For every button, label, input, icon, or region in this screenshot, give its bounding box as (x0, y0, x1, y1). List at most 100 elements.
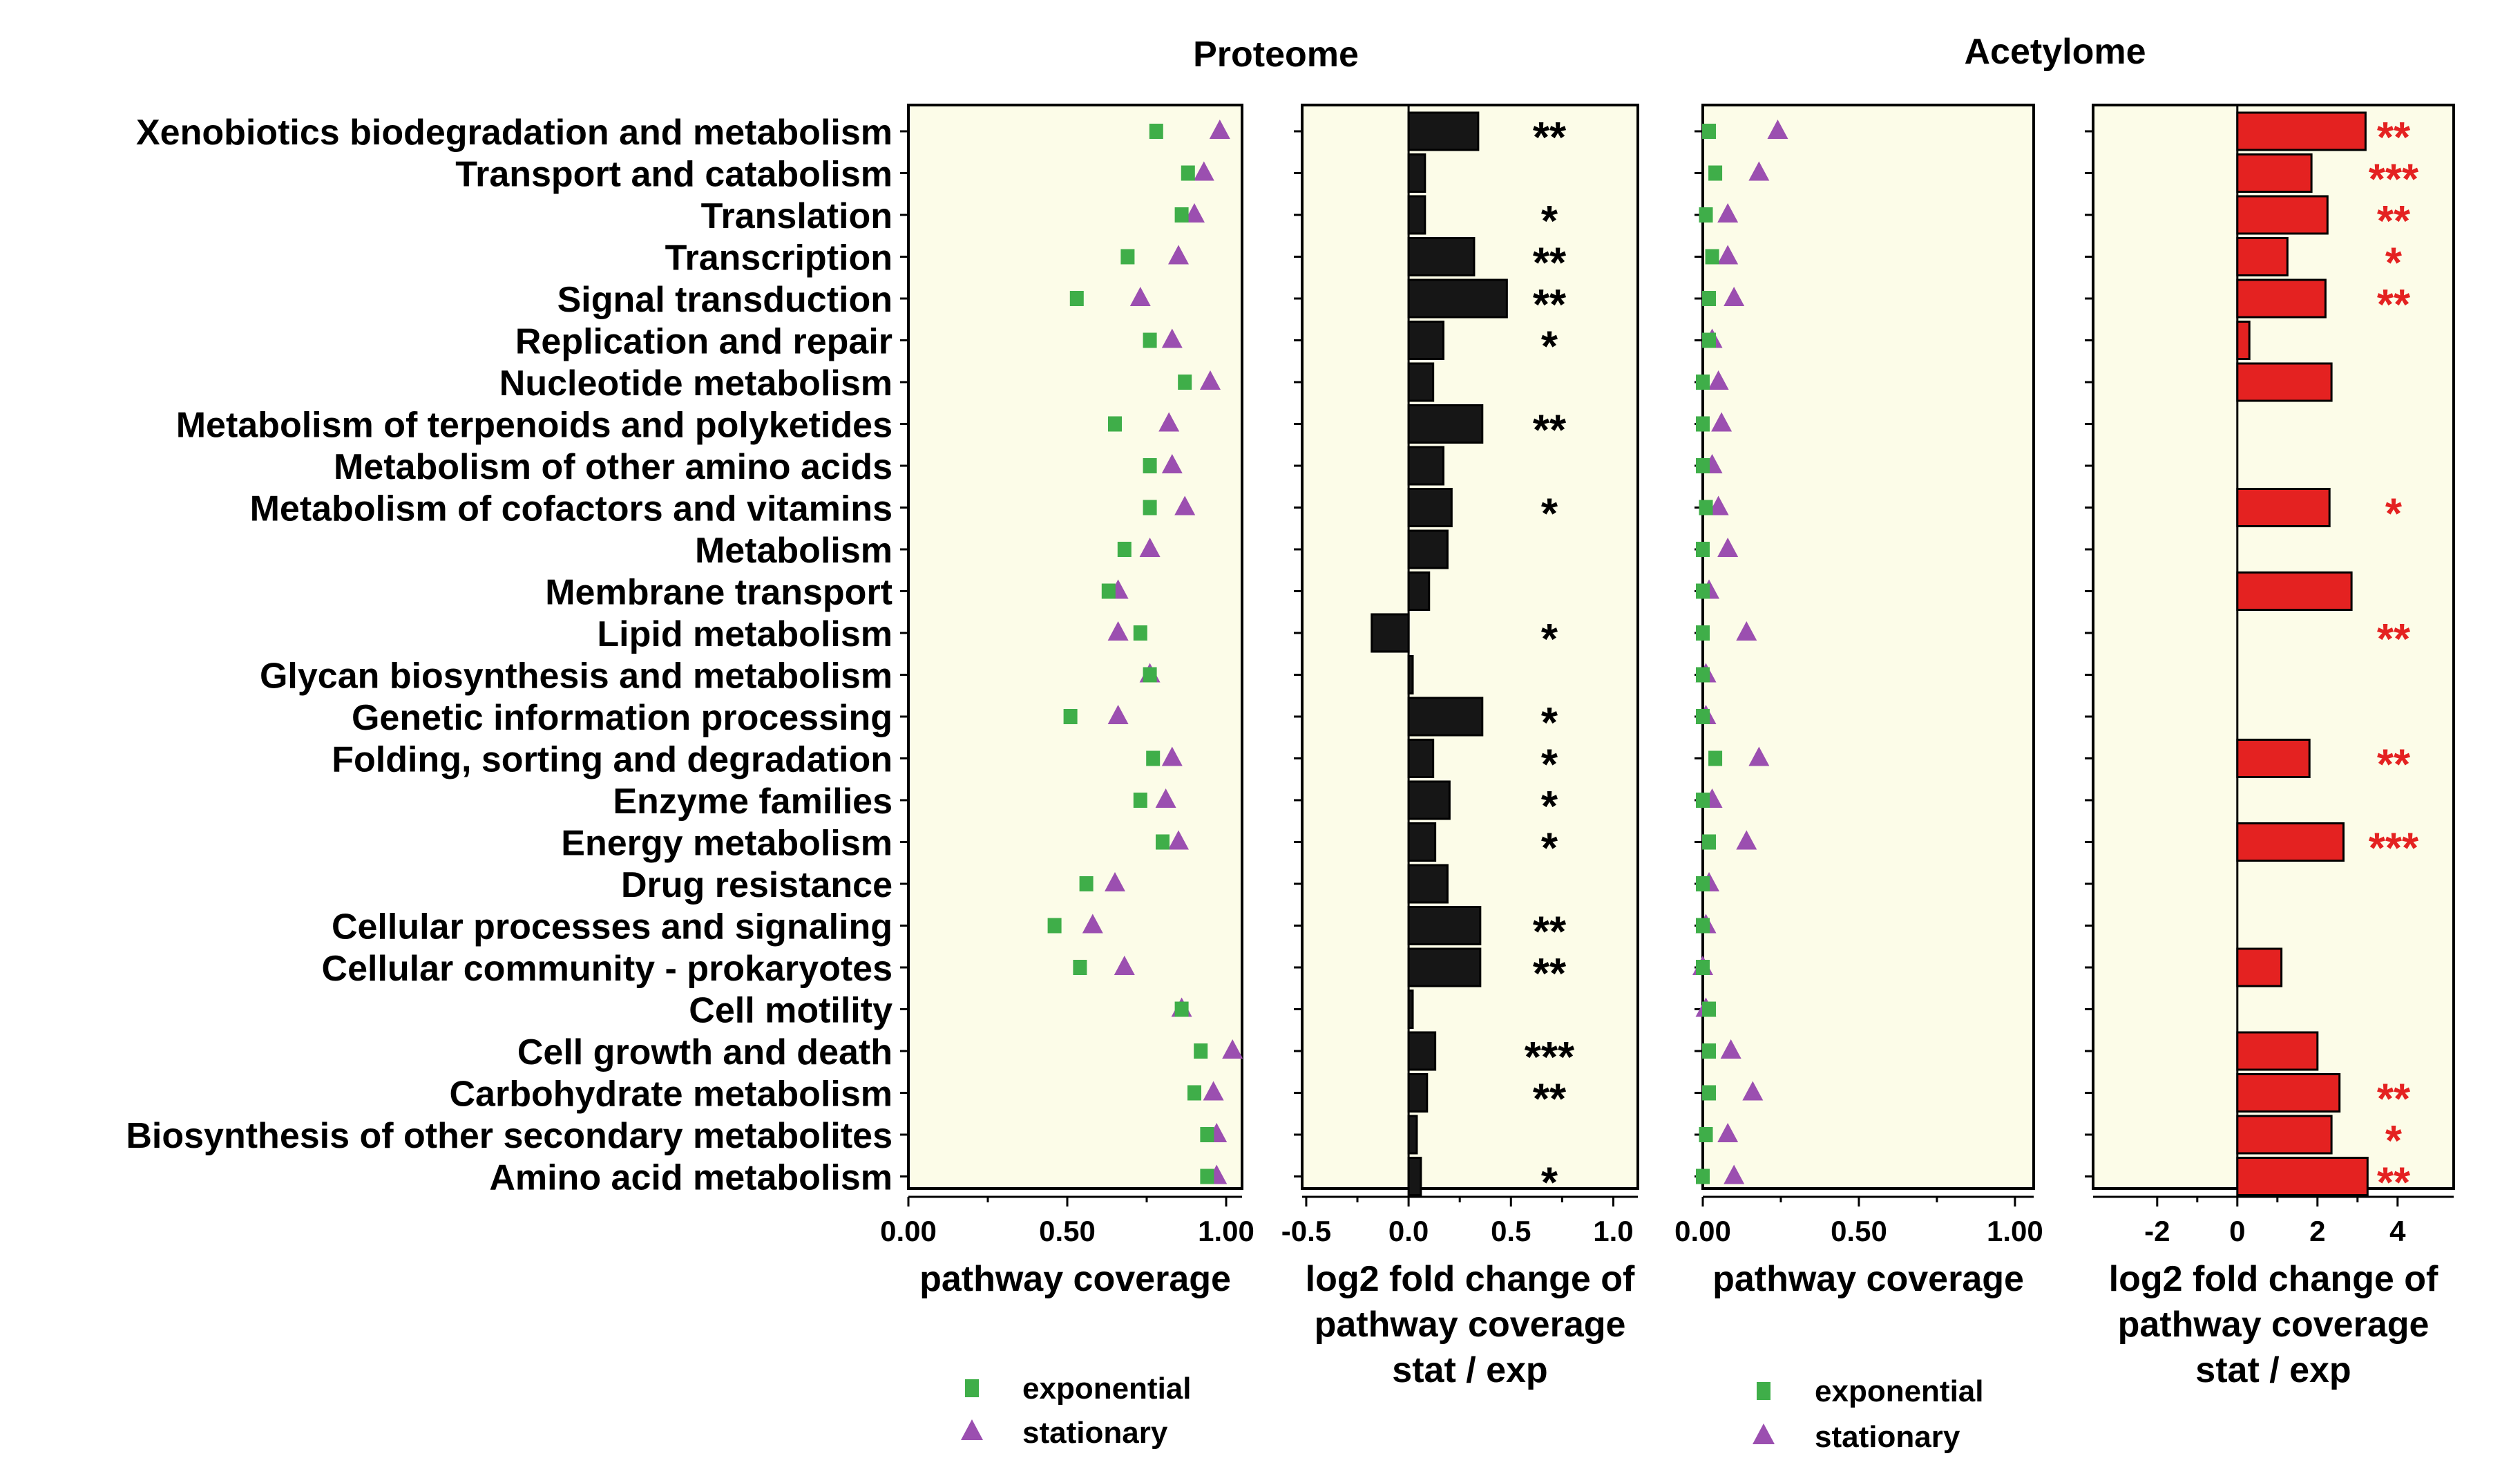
exponential-point (1699, 500, 1713, 515)
significance-mark: * (1541, 699, 1558, 747)
significance-mark: * (2385, 1117, 2403, 1165)
bar (1407, 321, 1444, 360)
stationary-point (1736, 621, 1757, 641)
bar (1407, 111, 1480, 151)
bar (1407, 947, 1482, 987)
bar (2236, 153, 2313, 193)
bar (2236, 947, 2283, 987)
significance-mark: * (1541, 1160, 1558, 1207)
significance-mark: ** (1533, 909, 1567, 956)
legend-exponential-marker (965, 1379, 979, 1397)
exponential-point (1705, 249, 1719, 265)
x-tick-label: 0.5 (1491, 1215, 1531, 1247)
bar (1407, 237, 1476, 276)
exponential-point (1699, 207, 1713, 223)
bar (2236, 1157, 2369, 1196)
exponential-point (1699, 1127, 1713, 1142)
x-tick-label: 0 (2229, 1215, 2245, 1247)
significance-mark: ** (2377, 741, 2411, 789)
stationary-point (1720, 1039, 1741, 1059)
stationary-point (1129, 287, 1151, 306)
exponential-point (1696, 625, 1710, 641)
exponential-point (1117, 542, 1132, 557)
stationary-point (1082, 914, 1103, 934)
significance-mark: * (1541, 741, 1558, 789)
stationary-point (1767, 120, 1788, 139)
bar (1407, 446, 1444, 486)
stationary-point (1174, 495, 1196, 515)
bar (1407, 1031, 1437, 1071)
stationary-point (1708, 495, 1729, 515)
panel-proteome-coverage: 0.00 0.50 1.00 pathway coverage (880, 104, 1254, 1299)
exponential-point (1156, 834, 1170, 850)
pathway-label: Folding, sorting and degradation (332, 740, 892, 780)
exponential-point (1143, 500, 1157, 515)
pathway-label: Cellular processes and signaling (332, 907, 892, 947)
bar (2236, 571, 2353, 611)
x-tick-label: 1.00 (1987, 1215, 2043, 1247)
exponential-point (1696, 876, 1710, 891)
pathway-label: Metabolism of terpenoids and polyketides (176, 406, 892, 446)
bar (1407, 404, 1484, 444)
legend-stationary-marker (1753, 1423, 1775, 1444)
stationary-point (1222, 1039, 1243, 1059)
significance-mark: * (1541, 616, 1558, 663)
bar (1407, 655, 1414, 694)
bar (1407, 529, 1449, 569)
exponential-point (1194, 1043, 1208, 1059)
bar (2236, 278, 2327, 319)
stationary-point (1168, 830, 1189, 850)
pathway-label: Metabolism of cofactors and vitamins (250, 489, 892, 529)
significance-mark: ** (1533, 281, 1567, 329)
significance-mark: * (1541, 198, 1558, 245)
pathway-label: Signal transduction (557, 280, 892, 320)
bar (1407, 697, 1484, 737)
x-axis-title: pathway coverage (919, 1259, 1231, 1299)
significance-mark: * (2385, 240, 2403, 287)
bar (2236, 237, 2289, 276)
pathway-labels: Xenobiotics biodegradation and metabolis… (126, 113, 892, 1198)
bar (1407, 822, 1437, 862)
pathway-label: Transcription (665, 238, 892, 278)
exponential-point (1047, 918, 1062, 934)
significance-mark: ** (2377, 616, 2411, 663)
section-title-proteome: Proteome (1193, 35, 1359, 75)
exponential-point (1101, 583, 1116, 599)
pathway-label: Genetic information processing (352, 698, 892, 738)
panel-acetylome-fold-change: -2 0 2 4 log2 fold change of pathway coverage… (2085, 104, 2455, 1390)
x-tick-label: -0.5 (1281, 1215, 1331, 1247)
bar (1407, 739, 1435, 778)
bar (1407, 195, 1426, 235)
exponential-point (1174, 1001, 1189, 1017)
stationary-point (1717, 245, 1739, 265)
exponential-point (1708, 165, 1723, 181)
stationary-point (1717, 1123, 1739, 1142)
bar (2236, 195, 2329, 235)
stationary-point (1107, 621, 1129, 641)
bar (2236, 1073, 2341, 1113)
legend-acetylome: exponential stationary (1753, 1374, 1984, 1454)
stationary-point (1168, 245, 1189, 265)
exponential-point (1108, 416, 1122, 432)
significance-mark: ** (2377, 114, 2411, 162)
stationary-point (1161, 454, 1183, 473)
stationary-point (1203, 1081, 1224, 1101)
stationary-point (1742, 1081, 1764, 1101)
pathway-label: Glycan biosynthesis and metabolism (260, 656, 892, 697)
stationary-point (1161, 328, 1183, 348)
legend-proteome: exponential stationary (961, 1372, 1192, 1450)
bar (1407, 278, 1508, 319)
bar (2236, 362, 2333, 402)
pathway-label: Translation (701, 196, 892, 236)
x-axis-title: pathway coverage (1712, 1259, 2024, 1299)
exponential-point (1696, 583, 1710, 599)
exponential-point (1696, 793, 1710, 808)
exponential-point (1143, 332, 1157, 348)
significance-mark: * (1541, 783, 1558, 831)
exponential-point (1200, 1127, 1214, 1142)
exponential-point (1073, 960, 1087, 975)
exponential-point (1120, 249, 1135, 265)
exponential-point (1146, 750, 1161, 766)
